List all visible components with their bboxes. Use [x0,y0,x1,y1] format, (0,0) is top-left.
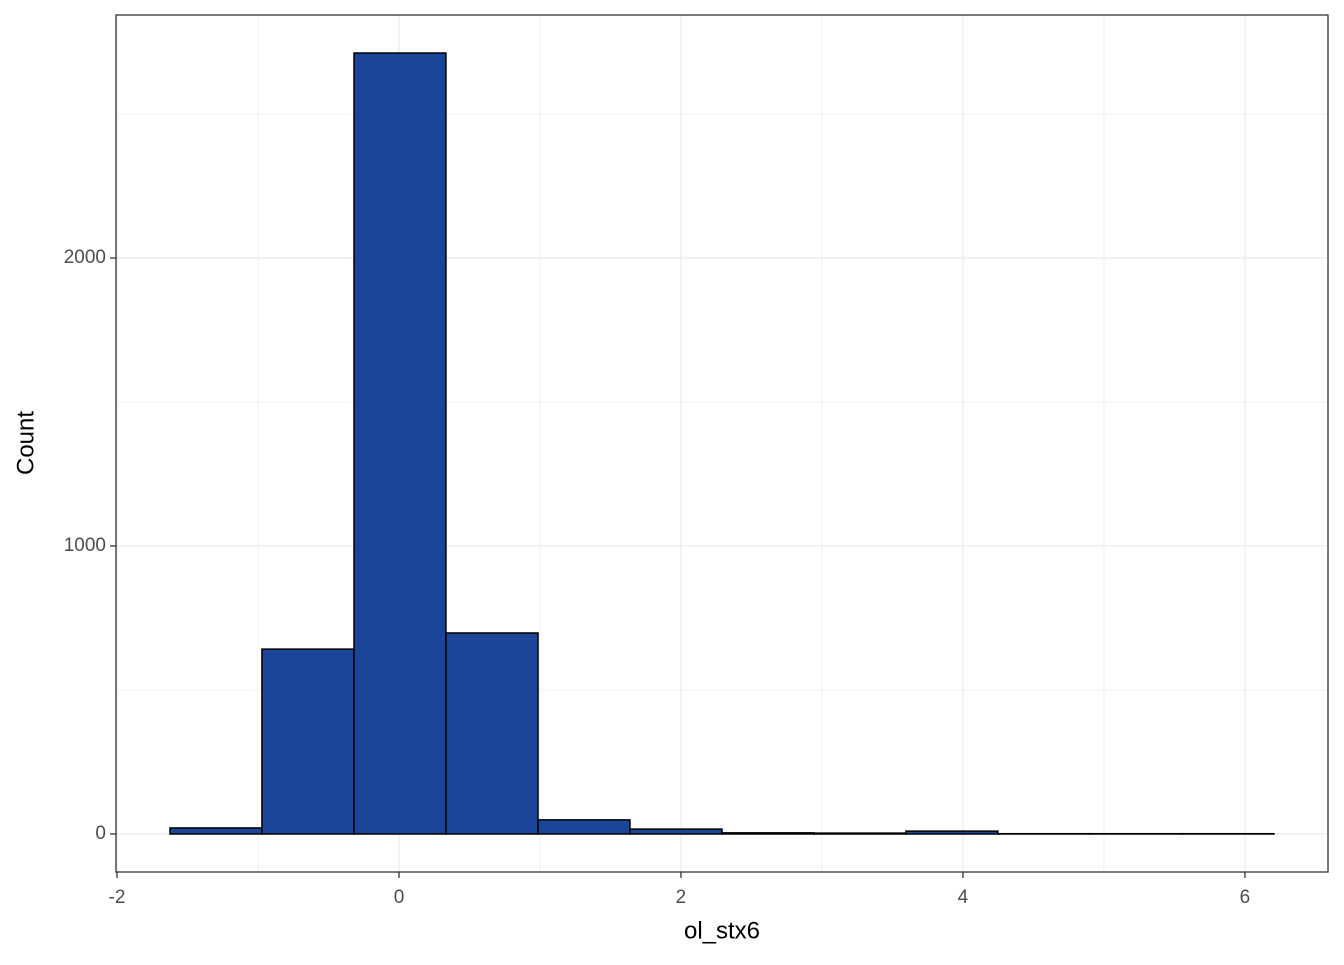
bar [446,633,538,834]
x-tick-label: 6 [1240,887,1251,908]
x-tick-label: 2 [676,887,687,908]
bar [814,833,906,834]
y-tick-label: 1000 [64,535,106,556]
bar [170,828,262,834]
y-tick-label: 2000 [64,247,106,268]
bar [354,53,446,834]
x-tick-label: -2 [109,887,126,908]
x-tick-label: 4 [958,887,969,908]
y-axis-label: Count [12,411,39,475]
y-tick-label: 0 [95,823,106,844]
x-axis-label: ol_stx6 [684,917,760,944]
x-tick-label: 0 [394,887,405,908]
bar [262,649,354,834]
bar [538,820,630,834]
bar [906,831,998,834]
bar [630,829,722,834]
bar [722,833,814,834]
